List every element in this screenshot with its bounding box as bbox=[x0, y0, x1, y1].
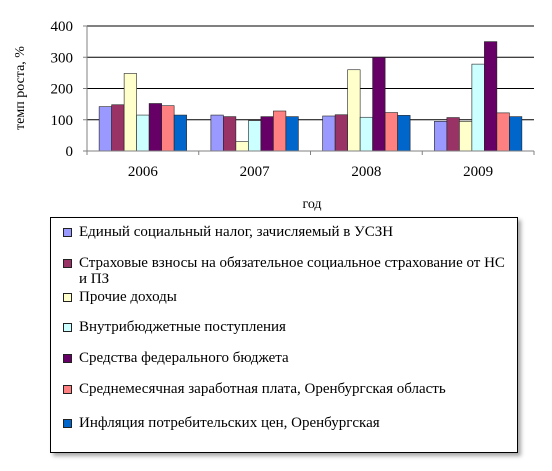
bar bbox=[235, 141, 249, 152]
legend-swatch bbox=[63, 354, 72, 363]
legend: Единый социальный налог, зачисляемый в У… bbox=[50, 217, 518, 453]
bar bbox=[111, 104, 125, 152]
bar bbox=[248, 120, 262, 152]
axes bbox=[83, 25, 535, 155]
legend-label: Среднемесячная заработная плата, Оренбур… bbox=[79, 381, 446, 397]
bar bbox=[123, 73, 137, 152]
y-axis-title: темп роста, % bbox=[13, 46, 28, 130]
legend-swatch bbox=[63, 385, 72, 394]
bar bbox=[397, 115, 411, 152]
legend-label: Инфляция потребительских цен, Оренбургск… bbox=[79, 415, 380, 431]
legend-item: Внутрибюджетные поступления bbox=[63, 319, 515, 335]
bar bbox=[446, 117, 460, 152]
bar bbox=[484, 41, 498, 152]
bar bbox=[322, 115, 336, 152]
bar bbox=[223, 116, 237, 152]
y-tick-label: 100 bbox=[51, 113, 74, 129]
bar bbox=[359, 116, 373, 152]
x-tick-label: 2008 bbox=[351, 164, 381, 180]
bar bbox=[459, 121, 473, 152]
bar bbox=[471, 63, 485, 152]
legend-item: Прочие доходы bbox=[63, 289, 515, 305]
bar bbox=[496, 112, 510, 152]
legend-label: Прочие доходы bbox=[79, 289, 177, 305]
bar bbox=[148, 103, 162, 152]
bar bbox=[334, 114, 348, 152]
legend-swatch bbox=[63, 293, 72, 302]
bar bbox=[434, 121, 448, 152]
bar bbox=[260, 116, 274, 152]
y-tick-label: 300 bbox=[51, 50, 74, 66]
bar bbox=[372, 56, 386, 152]
bar bbox=[347, 69, 361, 152]
bar bbox=[384, 112, 398, 152]
bar bbox=[273, 110, 287, 152]
legend-item: Единый социальный налог, зачисляемый в У… bbox=[63, 224, 515, 240]
legend-swatch bbox=[63, 419, 72, 428]
legend-label: Средства федерального бюджета bbox=[79, 350, 289, 366]
bar-chart: 0 100 200 300 400 2006 2007 2008 2009 год темп … bbox=[13, 19, 535, 212]
x-tick-labels: 2006 2007 2008 2009 bbox=[128, 164, 493, 180]
legend-item: Среднемесячная заработная плата, Оренбур… bbox=[63, 381, 515, 397]
x-tick-label: 2007 bbox=[240, 164, 271, 180]
bars bbox=[98, 41, 523, 152]
legend-swatch bbox=[63, 228, 72, 237]
x-tick-label: 2009 bbox=[463, 164, 493, 180]
legend-item: Средства федерального бюджета bbox=[63, 350, 515, 366]
legend-label: Единый социальный налог, зачисляемый в У… bbox=[79, 224, 394, 240]
legend-swatch bbox=[63, 259, 72, 268]
bar bbox=[509, 116, 523, 152]
bar bbox=[210, 114, 224, 152]
x-tick-label: 2006 bbox=[128, 164, 159, 180]
y-tick-label: 400 bbox=[51, 19, 74, 35]
y-tick-label: 200 bbox=[51, 82, 74, 98]
legend-label: Внутрибюджетные поступления bbox=[79, 319, 286, 335]
bar bbox=[173, 114, 187, 152]
legend-item: Инфляция потребительских цен, Оренбургск… bbox=[63, 415, 515, 431]
bar bbox=[161, 105, 175, 152]
x-axis-title: год bbox=[302, 197, 321, 212]
y-tick-label: 0 bbox=[66, 144, 74, 160]
y-tick-labels: 0 100 200 300 400 bbox=[51, 19, 74, 160]
bar bbox=[285, 116, 299, 152]
legend-label: Страховые взносы на обязательное социаль… bbox=[79, 255, 505, 287]
legend-item: Страховые взносы на обязательное социаль… bbox=[63, 255, 515, 287]
bar bbox=[136, 114, 150, 152]
legend-swatch bbox=[63, 323, 72, 332]
bar bbox=[98, 106, 112, 152]
